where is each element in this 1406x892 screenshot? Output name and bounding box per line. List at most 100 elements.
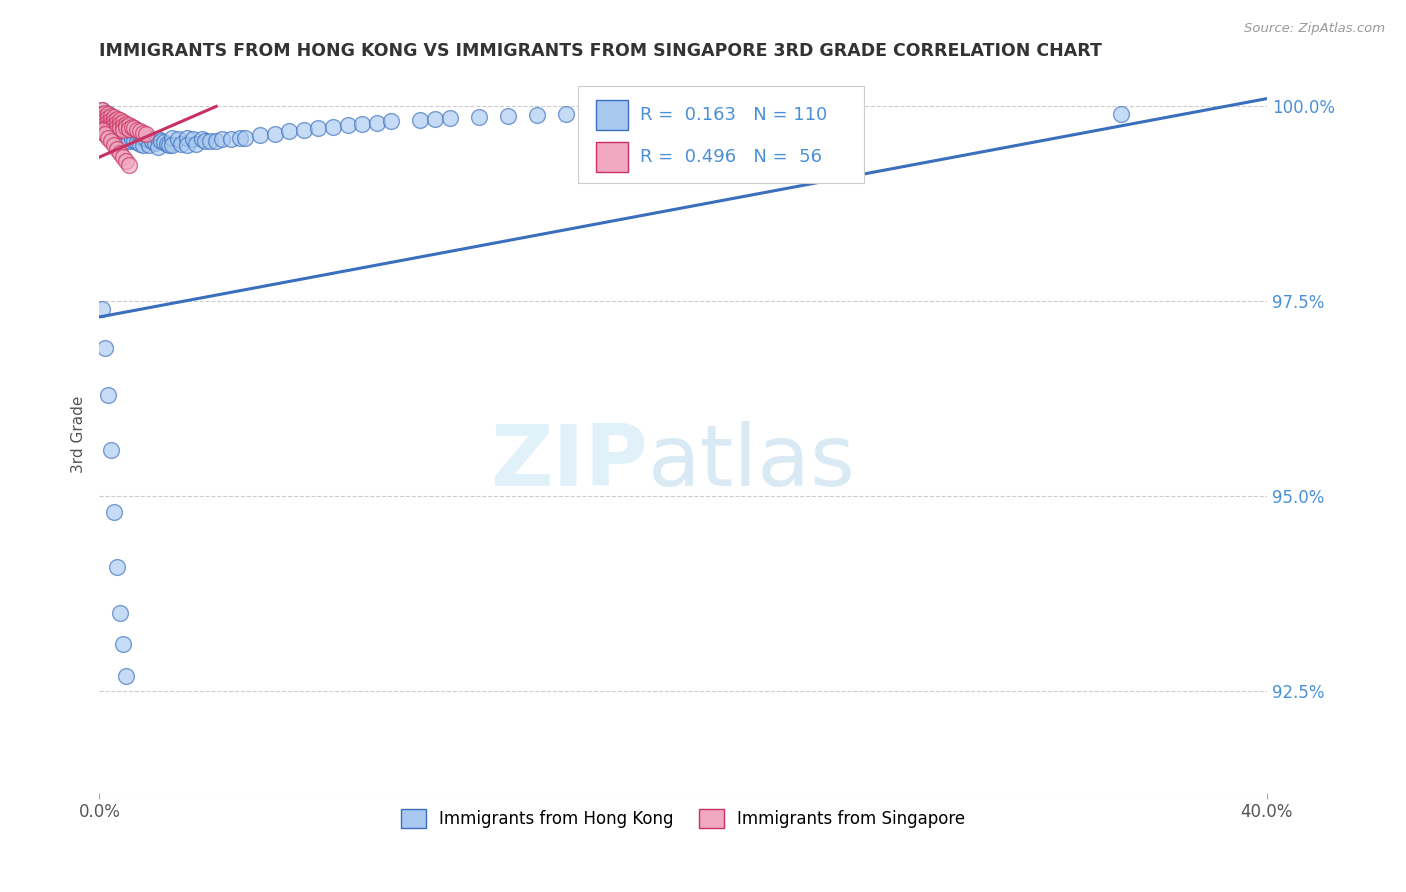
- Point: [184, 136, 207, 151]
- Point: [366, 116, 388, 130]
- Point: [105, 117, 128, 131]
- Point: [146, 132, 169, 146]
- Point: [292, 123, 315, 137]
- Point: [91, 119, 114, 133]
- Point: [97, 107, 120, 121]
- Point: [91, 103, 114, 118]
- Text: R =  0.496   N =  56: R = 0.496 N = 56: [640, 148, 823, 166]
- Point: [114, 133, 136, 147]
- Point: [336, 118, 359, 132]
- Point: [129, 124, 152, 138]
- Point: [94, 113, 117, 128]
- Point: [117, 127, 139, 141]
- Point: [108, 122, 131, 136]
- Point: [91, 302, 114, 317]
- Point: [97, 107, 120, 121]
- Point: [135, 128, 157, 142]
- Point: [97, 123, 120, 137]
- Point: [103, 115, 125, 129]
- Point: [127, 135, 149, 149]
- Point: [121, 120, 143, 134]
- Point: [89, 107, 111, 121]
- Point: [138, 130, 160, 145]
- Point: [111, 638, 134, 652]
- Point: [117, 122, 139, 136]
- Point: [127, 123, 149, 137]
- Point: [111, 128, 134, 142]
- Point: [278, 124, 301, 138]
- Point: [100, 111, 122, 125]
- Point: [155, 136, 177, 151]
- Point: [94, 119, 117, 133]
- Point: [111, 119, 134, 133]
- Point: [105, 123, 128, 137]
- Text: Source: ZipAtlas.com: Source: ZipAtlas.com: [1244, 22, 1385, 36]
- Point: [114, 121, 136, 136]
- Point: [94, 127, 117, 141]
- Point: [409, 112, 432, 127]
- Point: [111, 123, 134, 137]
- Point: [423, 112, 446, 126]
- Point: [94, 121, 117, 136]
- Point: [105, 559, 128, 574]
- Point: [94, 127, 117, 141]
- Point: [124, 121, 146, 136]
- Point: [91, 119, 114, 133]
- Point: [124, 126, 146, 140]
- Point: [129, 136, 152, 151]
- Point: [103, 127, 125, 141]
- Y-axis label: 3rd Grade: 3rd Grade: [72, 395, 86, 473]
- Point: [89, 115, 111, 129]
- Text: atlas: atlas: [648, 421, 856, 504]
- Point: [94, 117, 117, 131]
- Point: [111, 123, 134, 137]
- Point: [167, 132, 190, 146]
- Point: [94, 105, 117, 120]
- Point: [352, 117, 374, 131]
- Point: [176, 130, 198, 145]
- Point: [100, 115, 122, 129]
- Point: [103, 118, 125, 132]
- Point: [108, 126, 131, 140]
- Point: [100, 120, 122, 135]
- Point: [263, 127, 285, 141]
- Point: [496, 109, 519, 123]
- Point: [135, 132, 157, 146]
- Point: [97, 115, 120, 129]
- FancyBboxPatch shape: [578, 86, 865, 183]
- Bar: [596, 100, 628, 129]
- Point: [249, 128, 271, 143]
- Point: [100, 135, 122, 149]
- Point: [97, 127, 120, 141]
- Point: [307, 121, 329, 136]
- Point: [146, 140, 169, 154]
- Point: [200, 134, 222, 148]
- Text: ZIP: ZIP: [491, 421, 648, 504]
- Point: [103, 119, 125, 133]
- Point: [108, 607, 131, 621]
- Point: [103, 130, 125, 145]
- Point: [100, 124, 122, 138]
- Point: [94, 111, 117, 125]
- Point: [97, 123, 120, 137]
- Point: [108, 146, 131, 161]
- Point: [91, 115, 114, 129]
- Point: [468, 110, 491, 124]
- Point: [111, 120, 134, 134]
- Point: [228, 130, 250, 145]
- Point: [100, 119, 122, 133]
- Point: [97, 130, 120, 145]
- Point: [585, 106, 607, 120]
- Point: [94, 107, 117, 121]
- Point: [91, 111, 114, 125]
- Point: [205, 135, 228, 149]
- Point: [103, 505, 125, 519]
- Point: [100, 127, 122, 141]
- Point: [100, 123, 122, 137]
- Point: [97, 111, 120, 125]
- Bar: [596, 142, 628, 172]
- Point: [108, 134, 131, 148]
- Point: [190, 132, 212, 146]
- Point: [114, 668, 136, 682]
- Point: [219, 132, 242, 146]
